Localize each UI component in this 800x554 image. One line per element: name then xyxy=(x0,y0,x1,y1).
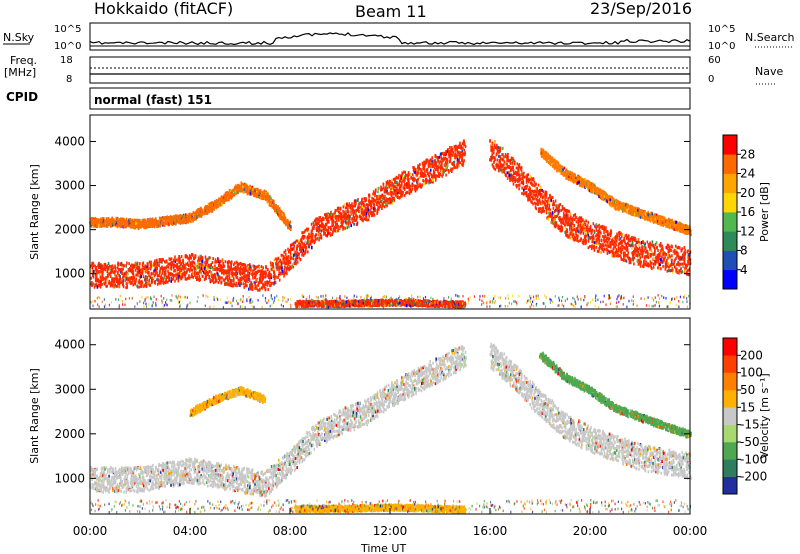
velocity-ground-scatter xyxy=(90,499,691,514)
velocity-colorbar-cell-0 xyxy=(723,476,737,495)
velocity-colorbar-label-6: -100 xyxy=(740,452,767,466)
freq-panel-frame xyxy=(89,56,691,84)
power-colorbar-label-1: 8 xyxy=(740,244,748,258)
power-ytick-label-3: 4000 xyxy=(54,134,85,148)
power-colorbar-label-2: 12 xyxy=(740,224,755,238)
velocity-colorbar-cell-7 xyxy=(723,355,737,373)
power-colorbar-cell-6 xyxy=(723,154,737,174)
power-colorbar-cell-2 xyxy=(723,231,737,251)
velocity-band-2 xyxy=(189,386,267,418)
freq-label-line1: Freq. xyxy=(10,54,37,67)
freq-ytick-bottom: 8 xyxy=(66,74,72,85)
velocity-colorbar-cell-1 xyxy=(723,459,737,477)
velocity-colorbar-title: Velocity [m s⁻¹] xyxy=(758,373,771,458)
velocity-colorbar-cell-6 xyxy=(723,372,737,391)
velocity-colorbar-cell-3 xyxy=(723,424,737,443)
velocity-band-4 xyxy=(539,351,692,439)
velocity-colorbar-label-3: 15 xyxy=(740,400,755,414)
power-colorbar-label-5: 24 xyxy=(740,167,755,181)
noise-ytick-top: 10^5 xyxy=(54,24,81,35)
velocity-band-0 xyxy=(89,344,467,498)
velocity-colorbar-frame xyxy=(722,337,738,495)
power-band-2 xyxy=(489,139,692,277)
power-ground-scatter xyxy=(90,294,691,309)
power-colorbar-label-6: 28 xyxy=(740,147,755,161)
beam-title: Beam 11 xyxy=(355,2,427,21)
power-colorbar-cell-3 xyxy=(723,212,737,232)
velocity-ytick-label-3: 4000 xyxy=(54,338,85,352)
noise-panel-frame xyxy=(89,22,691,51)
cpid-frame xyxy=(89,87,691,110)
velocity-colorbar-cell-5 xyxy=(723,390,737,408)
velocity-colorbar-label-0: 200 xyxy=(740,348,763,362)
nsky-label: N.Sky xyxy=(3,31,35,44)
nave-label: Nave xyxy=(755,65,783,78)
velocity-band-3 xyxy=(294,503,467,514)
nave-ytick-bottom: 0 xyxy=(708,74,714,85)
power-colorbar-cell-5 xyxy=(723,173,737,194)
power-colorbar-title: Power [dB] xyxy=(758,182,771,242)
noise-ytick-top-right: 10^5 xyxy=(708,24,735,35)
power-colorbar-cell-1 xyxy=(723,250,737,271)
power-colorbar-cell-0 xyxy=(723,269,737,290)
velocity-colorbar: 200 100 50 15 -15 -50 -100 -200 Velocity [m s⁻¹] xyxy=(722,337,771,495)
power-band-0 xyxy=(90,139,467,292)
nsearch-label: N.Search xyxy=(745,31,795,44)
time-axis: 00:00 04:00 08:00 12:00 16:00 20:00 00:00 xyxy=(73,508,708,538)
xtick-label-5: 20:00 xyxy=(573,524,608,538)
power-band-3 xyxy=(540,147,692,237)
freq-label-line2: [MHz] xyxy=(4,66,36,79)
power-ytick-label-0: 1000 xyxy=(54,267,85,281)
power-ylabel: Slant Range [km] xyxy=(28,164,41,260)
power-colorbar-label-3: 16 xyxy=(740,205,755,219)
xtick-label-3: 12:00 xyxy=(373,524,408,538)
velocity-panel: 1000 2000 3000 4000 Slant Range [km] xyxy=(28,317,692,515)
noise-ytick-bottom: 10^0 xyxy=(54,41,81,52)
velocity-colorbar-label-1: 100 xyxy=(740,366,763,380)
velocity-ytick-label-0: 1000 xyxy=(54,471,85,485)
power-plot-frame xyxy=(89,114,691,310)
velocity-ytick-label-1: 2000 xyxy=(54,427,85,441)
velocity-colorbar-cell-4 xyxy=(723,407,737,425)
velocity-band-1 xyxy=(489,342,692,480)
power-panel: 1000 2000 3000 4000 Slant Range [km] xyxy=(28,114,692,310)
time-axis-label: Time UT xyxy=(360,542,406,554)
power-colorbar-cell-7 xyxy=(723,135,737,155)
station-title: Hokkaido (fitACF) xyxy=(94,0,233,18)
xtick-label-6: 00:00 xyxy=(673,524,708,538)
power-ytick-label-1: 2000 xyxy=(54,223,85,237)
xtick-label-0: 00:00 xyxy=(73,524,108,538)
power-colorbar: 4 8 12 16 20 24 28 Power [dB] xyxy=(722,134,771,290)
velocity-colorbar-cell-8 xyxy=(723,338,737,356)
velocity-colorbar-label-2: 50 xyxy=(740,383,755,397)
power-colorbar-cell-4 xyxy=(723,192,737,213)
cpid-value: normal (fast) 151 xyxy=(94,93,212,107)
freq-ytick-top: 18 xyxy=(60,55,73,66)
noise-ytick-bottom-right: 10^0 xyxy=(708,41,735,52)
xtick-label-2: 08:00 xyxy=(273,524,308,538)
power-colorbar-label-4: 20 xyxy=(740,186,755,200)
velocity-colorbar-label-5: -50 xyxy=(740,435,760,449)
velocity-colorbar-label-7: -200 xyxy=(740,470,767,484)
power-ytick-label-2: 3000 xyxy=(54,179,85,193)
velocity-colorbar-cell-2 xyxy=(723,442,737,460)
xtick-label-4: 16:00 xyxy=(473,524,508,538)
velocity-ylabel: Slant Range [km] xyxy=(28,368,41,464)
noise-sky-line xyxy=(89,32,691,46)
velocity-colorbar-label-4: -15 xyxy=(740,418,760,432)
date-title: 23/Sep/2016 xyxy=(590,0,692,18)
xtick-label-1: 04:00 xyxy=(173,524,208,538)
cpid-label: CPID xyxy=(6,90,38,104)
power-plot-bg xyxy=(90,115,690,309)
velocity-ytick-label-2: 3000 xyxy=(54,382,85,396)
power-colorbar-label-0: 4 xyxy=(740,263,748,277)
nave-ytick-top: 60 xyxy=(708,55,721,66)
power-band-1 xyxy=(89,181,292,232)
